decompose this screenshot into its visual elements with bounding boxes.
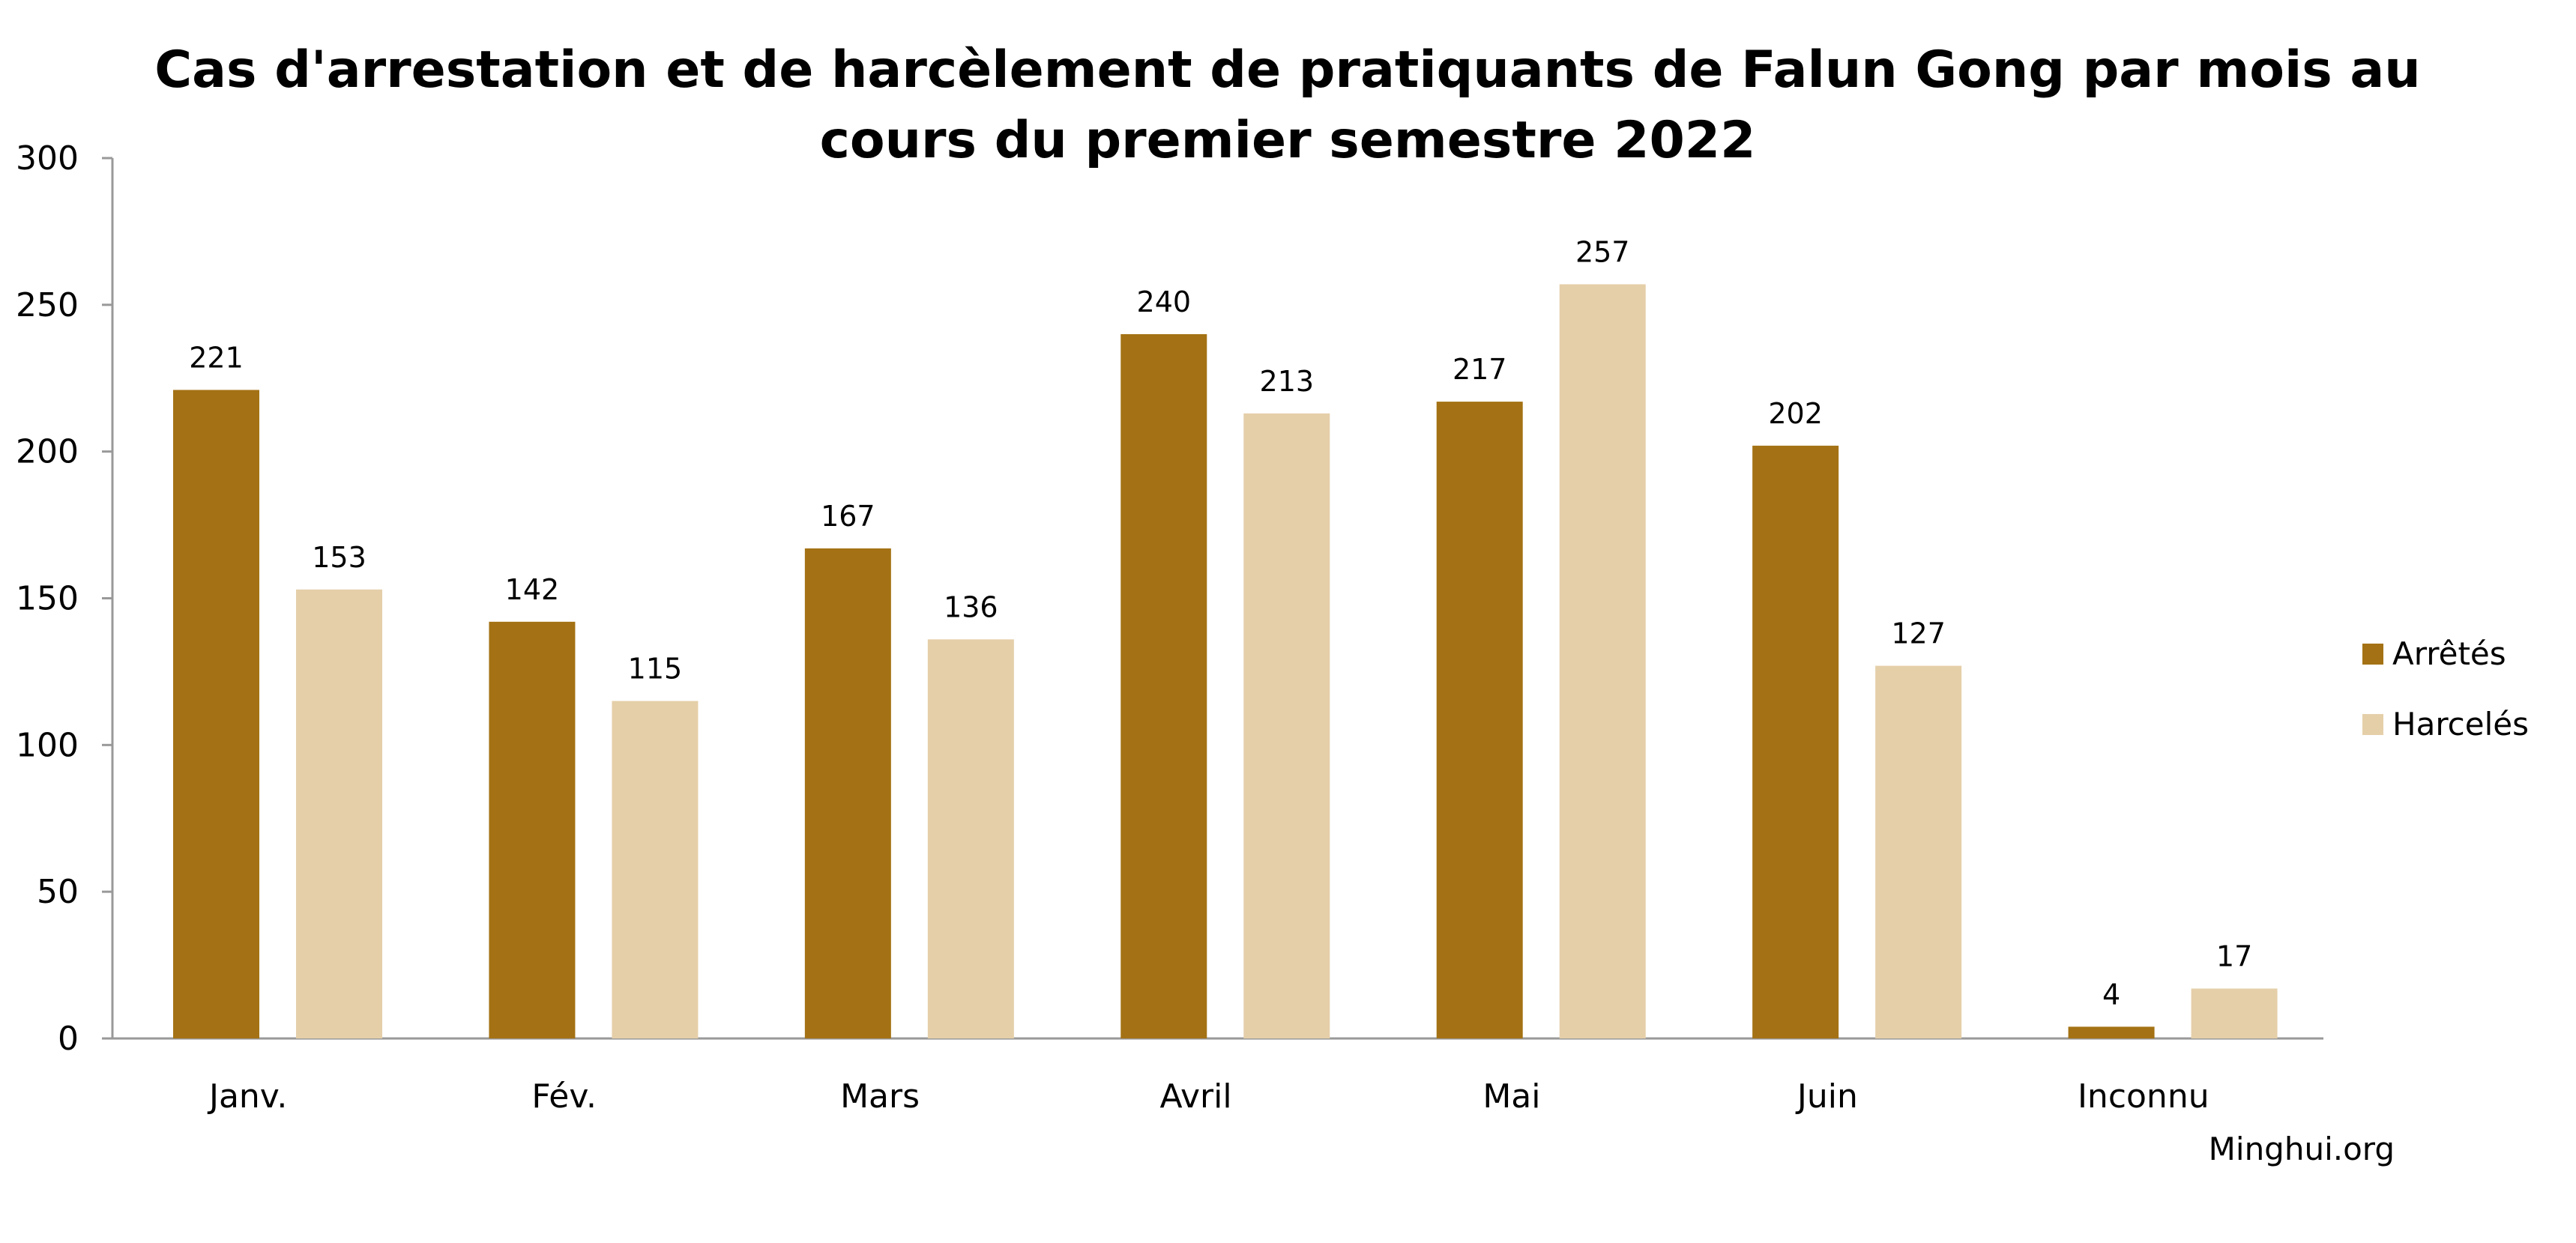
- data-label: 127: [1891, 617, 1946, 650]
- bar-arrêtés: [1120, 334, 1207, 1038]
- legend-label: Harcelés: [2392, 706, 2529, 743]
- data-label: 221: [189, 341, 244, 374]
- bar-harcelés: [1875, 665, 1962, 1038]
- data-label: 136: [944, 590, 998, 623]
- x-tick-label: Fév.: [531, 1077, 597, 1116]
- y-tick-label: 50: [37, 873, 79, 911]
- x-tick-label: Mars: [840, 1077, 920, 1116]
- bar-arrêtés: [173, 390, 259, 1038]
- legend: Arrêtés Harcelés: [2362, 635, 2529, 743]
- data-label: 4: [2102, 978, 2120, 1011]
- bar-harcelés: [1559, 284, 1646, 1039]
- x-tick-label: Inconnu: [2078, 1077, 2209, 1116]
- source-label: Minghui.org: [2209, 1131, 2395, 1167]
- legend-label: Arrêtés: [2392, 635, 2506, 672]
- bar-arrêtés: [804, 548, 891, 1038]
- data-label: 257: [1575, 235, 1630, 268]
- legend-swatch: [2362, 714, 2383, 735]
- data-label: 115: [628, 653, 683, 686]
- data-label: 202: [1768, 397, 1823, 430]
- data-label: 240: [1137, 285, 1192, 318]
- bar-harcelés: [1243, 413, 1330, 1038]
- legend-swatch: [2362, 644, 2383, 665]
- bar-arrêtés: [489, 621, 576, 1038]
- bar-harcelés: [612, 701, 699, 1038]
- bars: 221 153 142 115 167 136 240 213 217 257 202 127 4 17: [173, 235, 2278, 1039]
- axes: 0 50 100 150 200 250 300 Janv. Fév. Mars Avril Mai J…: [16, 139, 2323, 1116]
- y-tick-label: 200: [16, 433, 79, 471]
- bar-arrêtés: [1752, 445, 1839, 1038]
- x-tick-label: Janv.: [207, 1077, 287, 1116]
- y-tick-label: 150: [16, 580, 79, 618]
- y-tick-label: 300: [16, 139, 79, 178]
- chart-title-line-1: Cas d'arrestation et de harcèlement de p…: [154, 40, 2420, 100]
- bar-harcelés: [927, 639, 1014, 1038]
- data-label: 217: [1453, 353, 1507, 386]
- data-label: 17: [2216, 940, 2252, 973]
- bar-harcelés: [296, 589, 382, 1038]
- y-tick-label: 100: [16, 726, 79, 764]
- chart-title-line-2: cours du premier semestre 2022: [820, 111, 1756, 170]
- data-label: 153: [312, 541, 367, 574]
- bar-arrêtés: [2068, 1026, 2155, 1038]
- x-tick-label: Mai: [1482, 1077, 1540, 1116]
- bar-arrêtés: [1436, 402, 1523, 1038]
- data-label: 142: [505, 573, 560, 606]
- x-tick-label: Juin: [1795, 1077, 1858, 1116]
- y-tick-label: 250: [16, 286, 79, 324]
- data-label: 167: [821, 500, 875, 533]
- bar-harcelés: [2191, 988, 2278, 1038]
- x-tick-label: Avril: [1159, 1077, 1231, 1116]
- data-label: 213: [1260, 365, 1315, 398]
- y-tick-label: 0: [58, 1020, 79, 1058]
